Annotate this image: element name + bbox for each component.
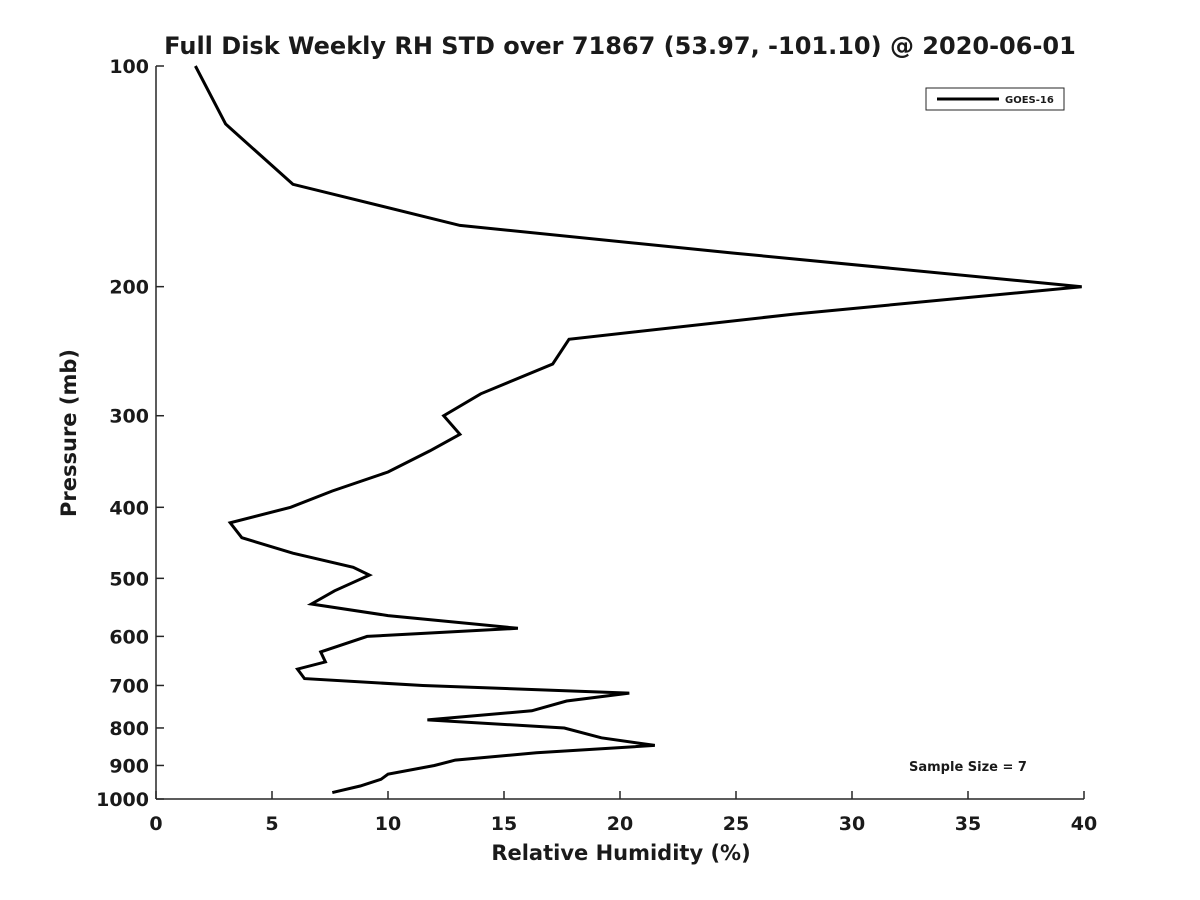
chart-title: Full Disk Weekly RH STD over 71867 (53.9… [164,32,1076,60]
y-tick-label: 200 [109,277,149,299]
x-axis-ticks: 0 5 10 15 20 25 30 35 40 [149,791,1097,835]
x-tick-label: 5 [265,813,278,835]
x-tick-label: 15 [491,813,517,835]
legend: GOES-16 [925,87,1065,111]
y-tick-label: 100 [109,56,149,78]
x-axis-label: Relative Humidity (%) [491,841,750,865]
y-tick-label: 600 [109,626,149,648]
series-line-goes-16 [194,65,1082,795]
legend-entry-goes-16: GOES-16 [1005,95,1054,106]
y-tick-label: 400 [109,497,149,519]
x-tick-label: 40 [1071,813,1097,835]
x-tick-label: 25 [723,813,749,835]
x-tick-label: 0 [149,813,162,835]
y-axis-ticks: 100 200 300 400 500 600 700 800 900 1000 [96,56,164,811]
sample-size-annotation: Sample Size = 7 [909,760,1027,775]
y-tick-label: 500 [109,568,149,590]
y-tick-label: 900 [109,755,149,777]
x-tick-label: 30 [839,813,865,835]
x-tick-label: 20 [607,813,633,835]
y-tick-label: 800 [109,718,149,740]
x-tick-label: 10 [375,813,401,835]
y-tick-label: 300 [109,406,149,428]
x-tick-label: 35 [955,813,981,835]
y-tick-label: 1000 [96,789,149,811]
plot-area: 0 5 10 15 20 25 30 35 40 100 200 300 400 500 600 700 80… [96,56,1097,835]
y-axis-label: Pressure (mb) [57,349,81,517]
y-tick-label: 700 [109,675,149,697]
